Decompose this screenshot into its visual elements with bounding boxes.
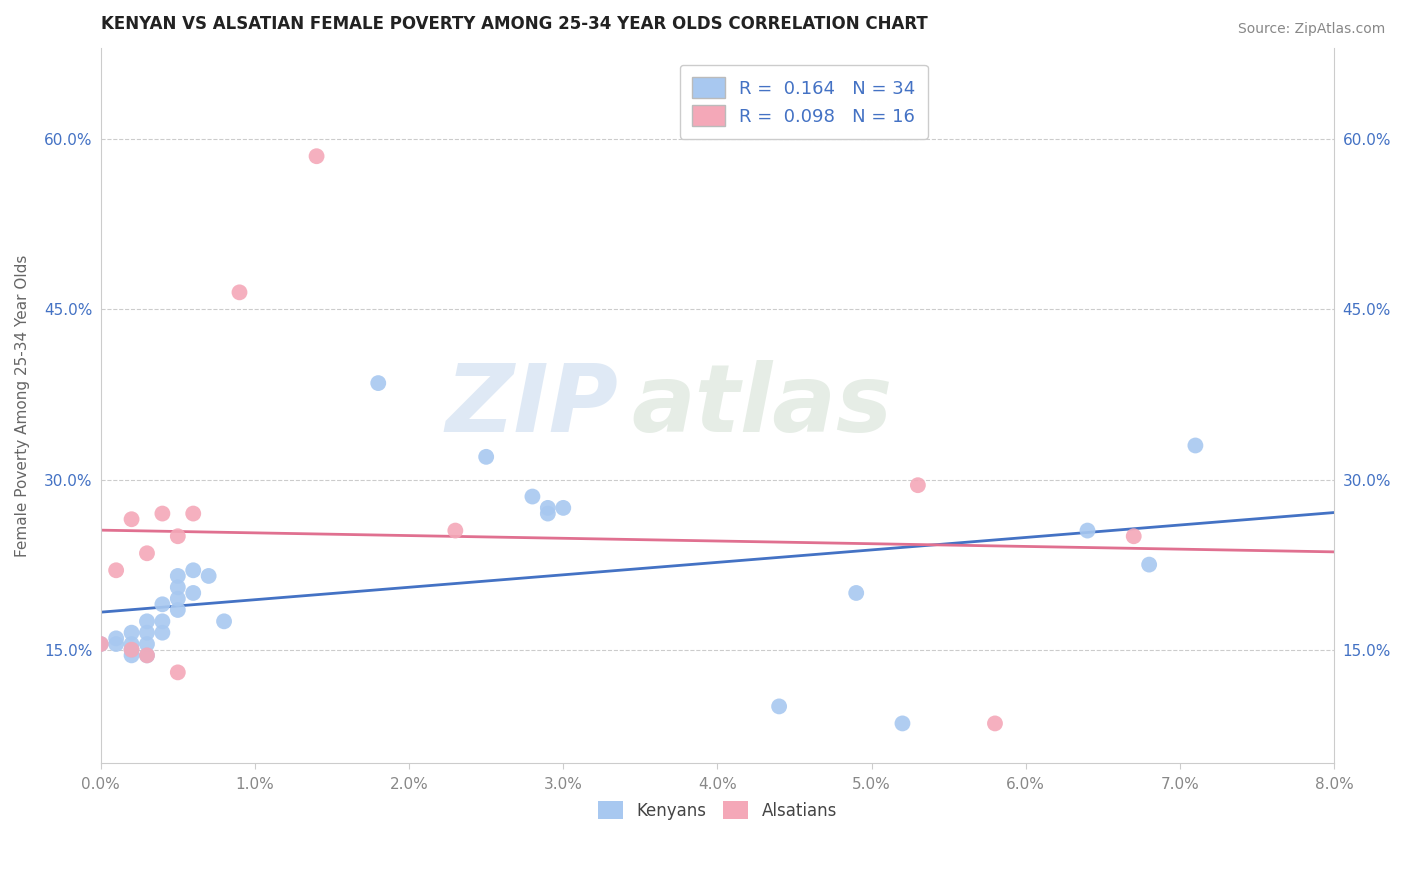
Point	[166, 665, 188, 680]
Point	[136, 637, 159, 651]
Point	[105, 563, 128, 577]
Point	[121, 648, 143, 663]
Point	[475, 450, 498, 464]
Point	[305, 149, 328, 163]
Point	[121, 637, 143, 651]
Point	[553, 500, 575, 515]
Point	[522, 490, 544, 504]
Point	[181, 563, 204, 577]
Point	[768, 699, 790, 714]
Point	[121, 625, 143, 640]
Point	[1184, 438, 1206, 452]
Point	[90, 637, 112, 651]
Text: atlas: atlas	[631, 359, 893, 451]
Point	[136, 625, 159, 640]
Point	[105, 632, 128, 646]
Point	[1137, 558, 1160, 572]
Point	[845, 586, 868, 600]
Point	[197, 569, 219, 583]
Point	[181, 507, 204, 521]
Point	[90, 637, 112, 651]
Point	[166, 603, 188, 617]
Point	[152, 507, 174, 521]
Text: ZIP: ZIP	[446, 359, 619, 451]
Point	[537, 500, 560, 515]
Legend: Kenyans, Alsatians: Kenyans, Alsatians	[592, 795, 844, 826]
Point	[136, 546, 159, 560]
Point	[907, 478, 929, 492]
Point	[1122, 529, 1144, 543]
Text: KENYAN VS ALSATIAN FEMALE POVERTY AMONG 25-34 YEAR OLDS CORRELATION CHART: KENYAN VS ALSATIAN FEMALE POVERTY AMONG …	[101, 15, 928, 33]
Point	[166, 529, 188, 543]
Point	[105, 637, 128, 651]
Point	[166, 591, 188, 606]
Point	[121, 642, 143, 657]
Point	[1076, 524, 1098, 538]
Point	[367, 376, 389, 390]
Point	[891, 716, 914, 731]
Point	[212, 615, 235, 629]
Point	[166, 580, 188, 594]
Point	[136, 615, 159, 629]
Text: Source: ZipAtlas.com: Source: ZipAtlas.com	[1237, 22, 1385, 37]
Point	[537, 507, 560, 521]
Point	[984, 716, 1007, 731]
Point	[152, 615, 174, 629]
Point	[136, 648, 159, 663]
Point	[121, 512, 143, 526]
Point	[121, 642, 143, 657]
Point	[152, 597, 174, 611]
Point	[166, 569, 188, 583]
Point	[181, 586, 204, 600]
Point	[136, 648, 159, 663]
Point	[152, 625, 174, 640]
Point	[228, 285, 250, 300]
Point	[444, 524, 467, 538]
Y-axis label: Female Poverty Among 25-34 Year Olds: Female Poverty Among 25-34 Year Olds	[15, 254, 30, 557]
